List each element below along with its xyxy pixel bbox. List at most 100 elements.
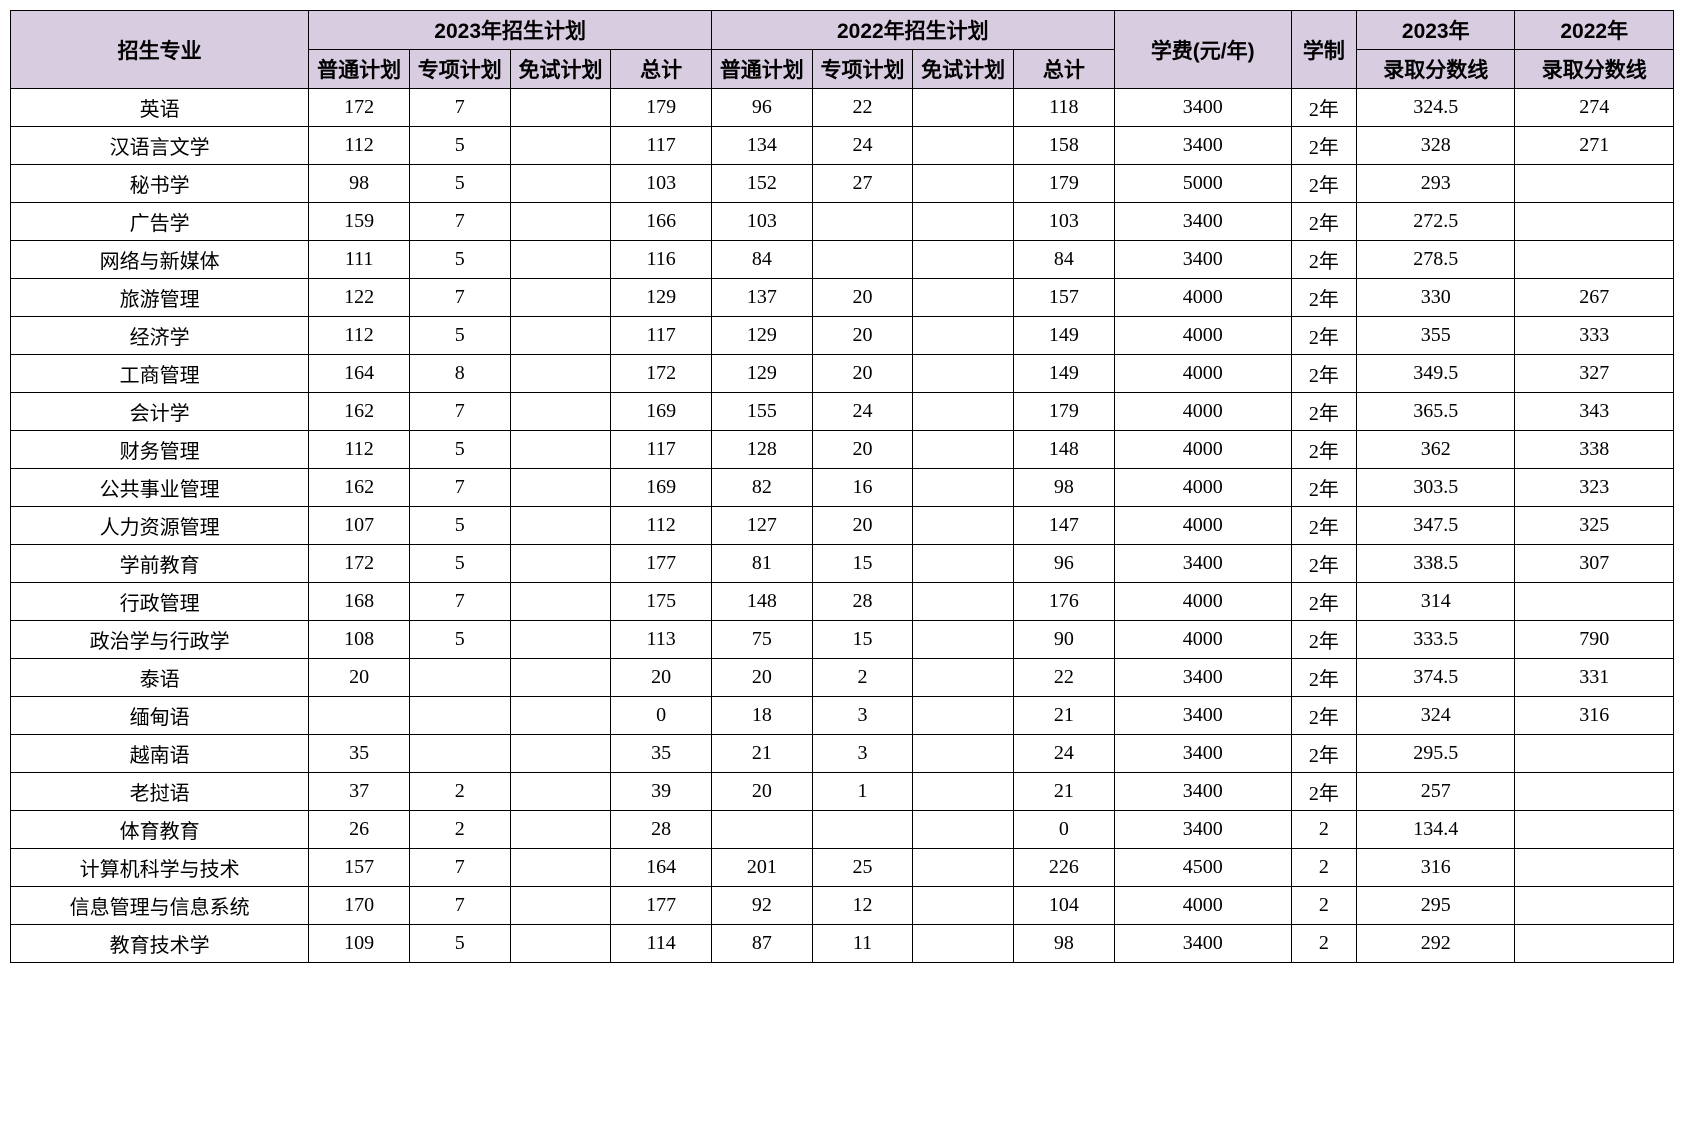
cell-major: 秘书学 bbox=[11, 165, 309, 203]
cell-e23 bbox=[510, 165, 611, 203]
cell-r22: 103 bbox=[711, 203, 812, 241]
cell-e22 bbox=[913, 811, 1014, 849]
cell-r22: 21 bbox=[711, 735, 812, 773]
cell-sc22: 343 bbox=[1515, 393, 1674, 431]
cell-r23: 112 bbox=[309, 127, 410, 165]
cell-s23: 5 bbox=[409, 925, 510, 963]
table-row: 缅甸语01832134002年324316 bbox=[11, 697, 1674, 735]
cell-t23: 113 bbox=[611, 621, 712, 659]
cell-major: 越南语 bbox=[11, 735, 309, 773]
cell-t22: 104 bbox=[1014, 887, 1115, 925]
cell-t22: 158 bbox=[1014, 127, 1115, 165]
cell-t22: 21 bbox=[1014, 773, 1115, 811]
cell-t22: 21 bbox=[1014, 697, 1115, 735]
cell-sc23: 295 bbox=[1357, 887, 1515, 925]
cell-e23 bbox=[510, 89, 611, 127]
cell-dur: 2年 bbox=[1291, 735, 1356, 773]
cell-t22: 98 bbox=[1014, 469, 1115, 507]
cell-sc22 bbox=[1515, 887, 1674, 925]
cell-major: 泰语 bbox=[11, 659, 309, 697]
cell-major: 政治学与行政学 bbox=[11, 621, 309, 659]
table-row: 教育技术学109511487119834002292 bbox=[11, 925, 1674, 963]
cell-dur: 2年 bbox=[1291, 621, 1356, 659]
cell-sc22: 267 bbox=[1515, 279, 1674, 317]
cell-sc22 bbox=[1515, 583, 1674, 621]
cell-fee: 4000 bbox=[1114, 279, 1291, 317]
cell-t23: 166 bbox=[611, 203, 712, 241]
cell-fee: 3400 bbox=[1114, 735, 1291, 773]
cell-dur: 2年 bbox=[1291, 507, 1356, 545]
cell-e22 bbox=[913, 203, 1014, 241]
cell-r22: 81 bbox=[711, 545, 812, 583]
cell-e22 bbox=[913, 773, 1014, 811]
cell-major: 老挝语 bbox=[11, 773, 309, 811]
cell-s22 bbox=[812, 241, 913, 279]
cell-sc22 bbox=[1515, 241, 1674, 279]
cell-major: 人力资源管理 bbox=[11, 507, 309, 545]
cell-t23: 35 bbox=[611, 735, 712, 773]
header-2022-special: 专项计划 bbox=[812, 50, 913, 89]
cell-s22: 20 bbox=[812, 507, 913, 545]
cell-s22: 20 bbox=[812, 355, 913, 393]
cell-r23 bbox=[309, 697, 410, 735]
table-body: 英语1727179962211834002年324.5274汉语言文学11251… bbox=[11, 89, 1674, 963]
cell-t22: 96 bbox=[1014, 545, 1115, 583]
cell-major: 缅甸语 bbox=[11, 697, 309, 735]
table-row: 泰语20202022234002年374.5331 bbox=[11, 659, 1674, 697]
cell-r23: 122 bbox=[309, 279, 410, 317]
cell-r22: 127 bbox=[711, 507, 812, 545]
cell-sc23: 365.5 bbox=[1357, 393, 1515, 431]
cell-fee: 3400 bbox=[1114, 811, 1291, 849]
cell-t23: 20 bbox=[611, 659, 712, 697]
cell-e22 bbox=[913, 165, 1014, 203]
cell-s22: 1 bbox=[812, 773, 913, 811]
cell-r22: 20 bbox=[711, 773, 812, 811]
cell-dur: 2年 bbox=[1291, 583, 1356, 621]
cell-t23: 169 bbox=[611, 393, 712, 431]
cell-dur: 2年 bbox=[1291, 393, 1356, 431]
cell-sc23: 362 bbox=[1357, 431, 1515, 469]
cell-dur: 2年 bbox=[1291, 697, 1356, 735]
cell-s22: 15 bbox=[812, 621, 913, 659]
cell-s22: 15 bbox=[812, 545, 913, 583]
cell-e22 bbox=[913, 545, 1014, 583]
cell-t22: 103 bbox=[1014, 203, 1115, 241]
table-row: 政治学与行政学108511375159040002年333.5790 bbox=[11, 621, 1674, 659]
cell-t23: 103 bbox=[611, 165, 712, 203]
cell-e23 bbox=[510, 583, 611, 621]
cell-e22 bbox=[913, 317, 1014, 355]
cell-s22: 3 bbox=[812, 735, 913, 773]
cell-sc22: 327 bbox=[1515, 355, 1674, 393]
cell-r23: 157 bbox=[309, 849, 410, 887]
header-2022-total: 总计 bbox=[1014, 50, 1115, 89]
cell-r22: 129 bbox=[711, 317, 812, 355]
cell-sc23: 338.5 bbox=[1357, 545, 1515, 583]
cell-s23 bbox=[409, 735, 510, 773]
cell-sc23: 292 bbox=[1357, 925, 1515, 963]
cell-dur: 2年 bbox=[1291, 241, 1356, 279]
cell-e23 bbox=[510, 241, 611, 279]
cell-r22: 82 bbox=[711, 469, 812, 507]
cell-t23: 177 bbox=[611, 887, 712, 925]
table-row: 汉语言文学11251171342415834002年328271 bbox=[11, 127, 1674, 165]
cell-e22 bbox=[913, 431, 1014, 469]
cell-e22 bbox=[913, 849, 1014, 887]
cell-e23 bbox=[510, 127, 611, 165]
table-row: 公共事业管理162716982169840002年303.5323 bbox=[11, 469, 1674, 507]
cell-t23: 0 bbox=[611, 697, 712, 735]
cell-fee: 4000 bbox=[1114, 887, 1291, 925]
cell-dur: 2 bbox=[1291, 925, 1356, 963]
cell-t22: 148 bbox=[1014, 431, 1115, 469]
cell-s23: 7 bbox=[409, 89, 510, 127]
cell-s23: 5 bbox=[409, 165, 510, 203]
table-row: 会计学16271691552417940002年365.5343 bbox=[11, 393, 1674, 431]
cell-e23 bbox=[510, 317, 611, 355]
cell-major: 教育技术学 bbox=[11, 925, 309, 963]
cell-t23: 172 bbox=[611, 355, 712, 393]
cell-sc23: 349.5 bbox=[1357, 355, 1515, 393]
cell-t22: 90 bbox=[1014, 621, 1115, 659]
table-row: 行政管理16871751482817640002年314 bbox=[11, 583, 1674, 621]
cell-t22: 98 bbox=[1014, 925, 1115, 963]
cell-r23: 111 bbox=[309, 241, 410, 279]
cell-s22: 28 bbox=[812, 583, 913, 621]
